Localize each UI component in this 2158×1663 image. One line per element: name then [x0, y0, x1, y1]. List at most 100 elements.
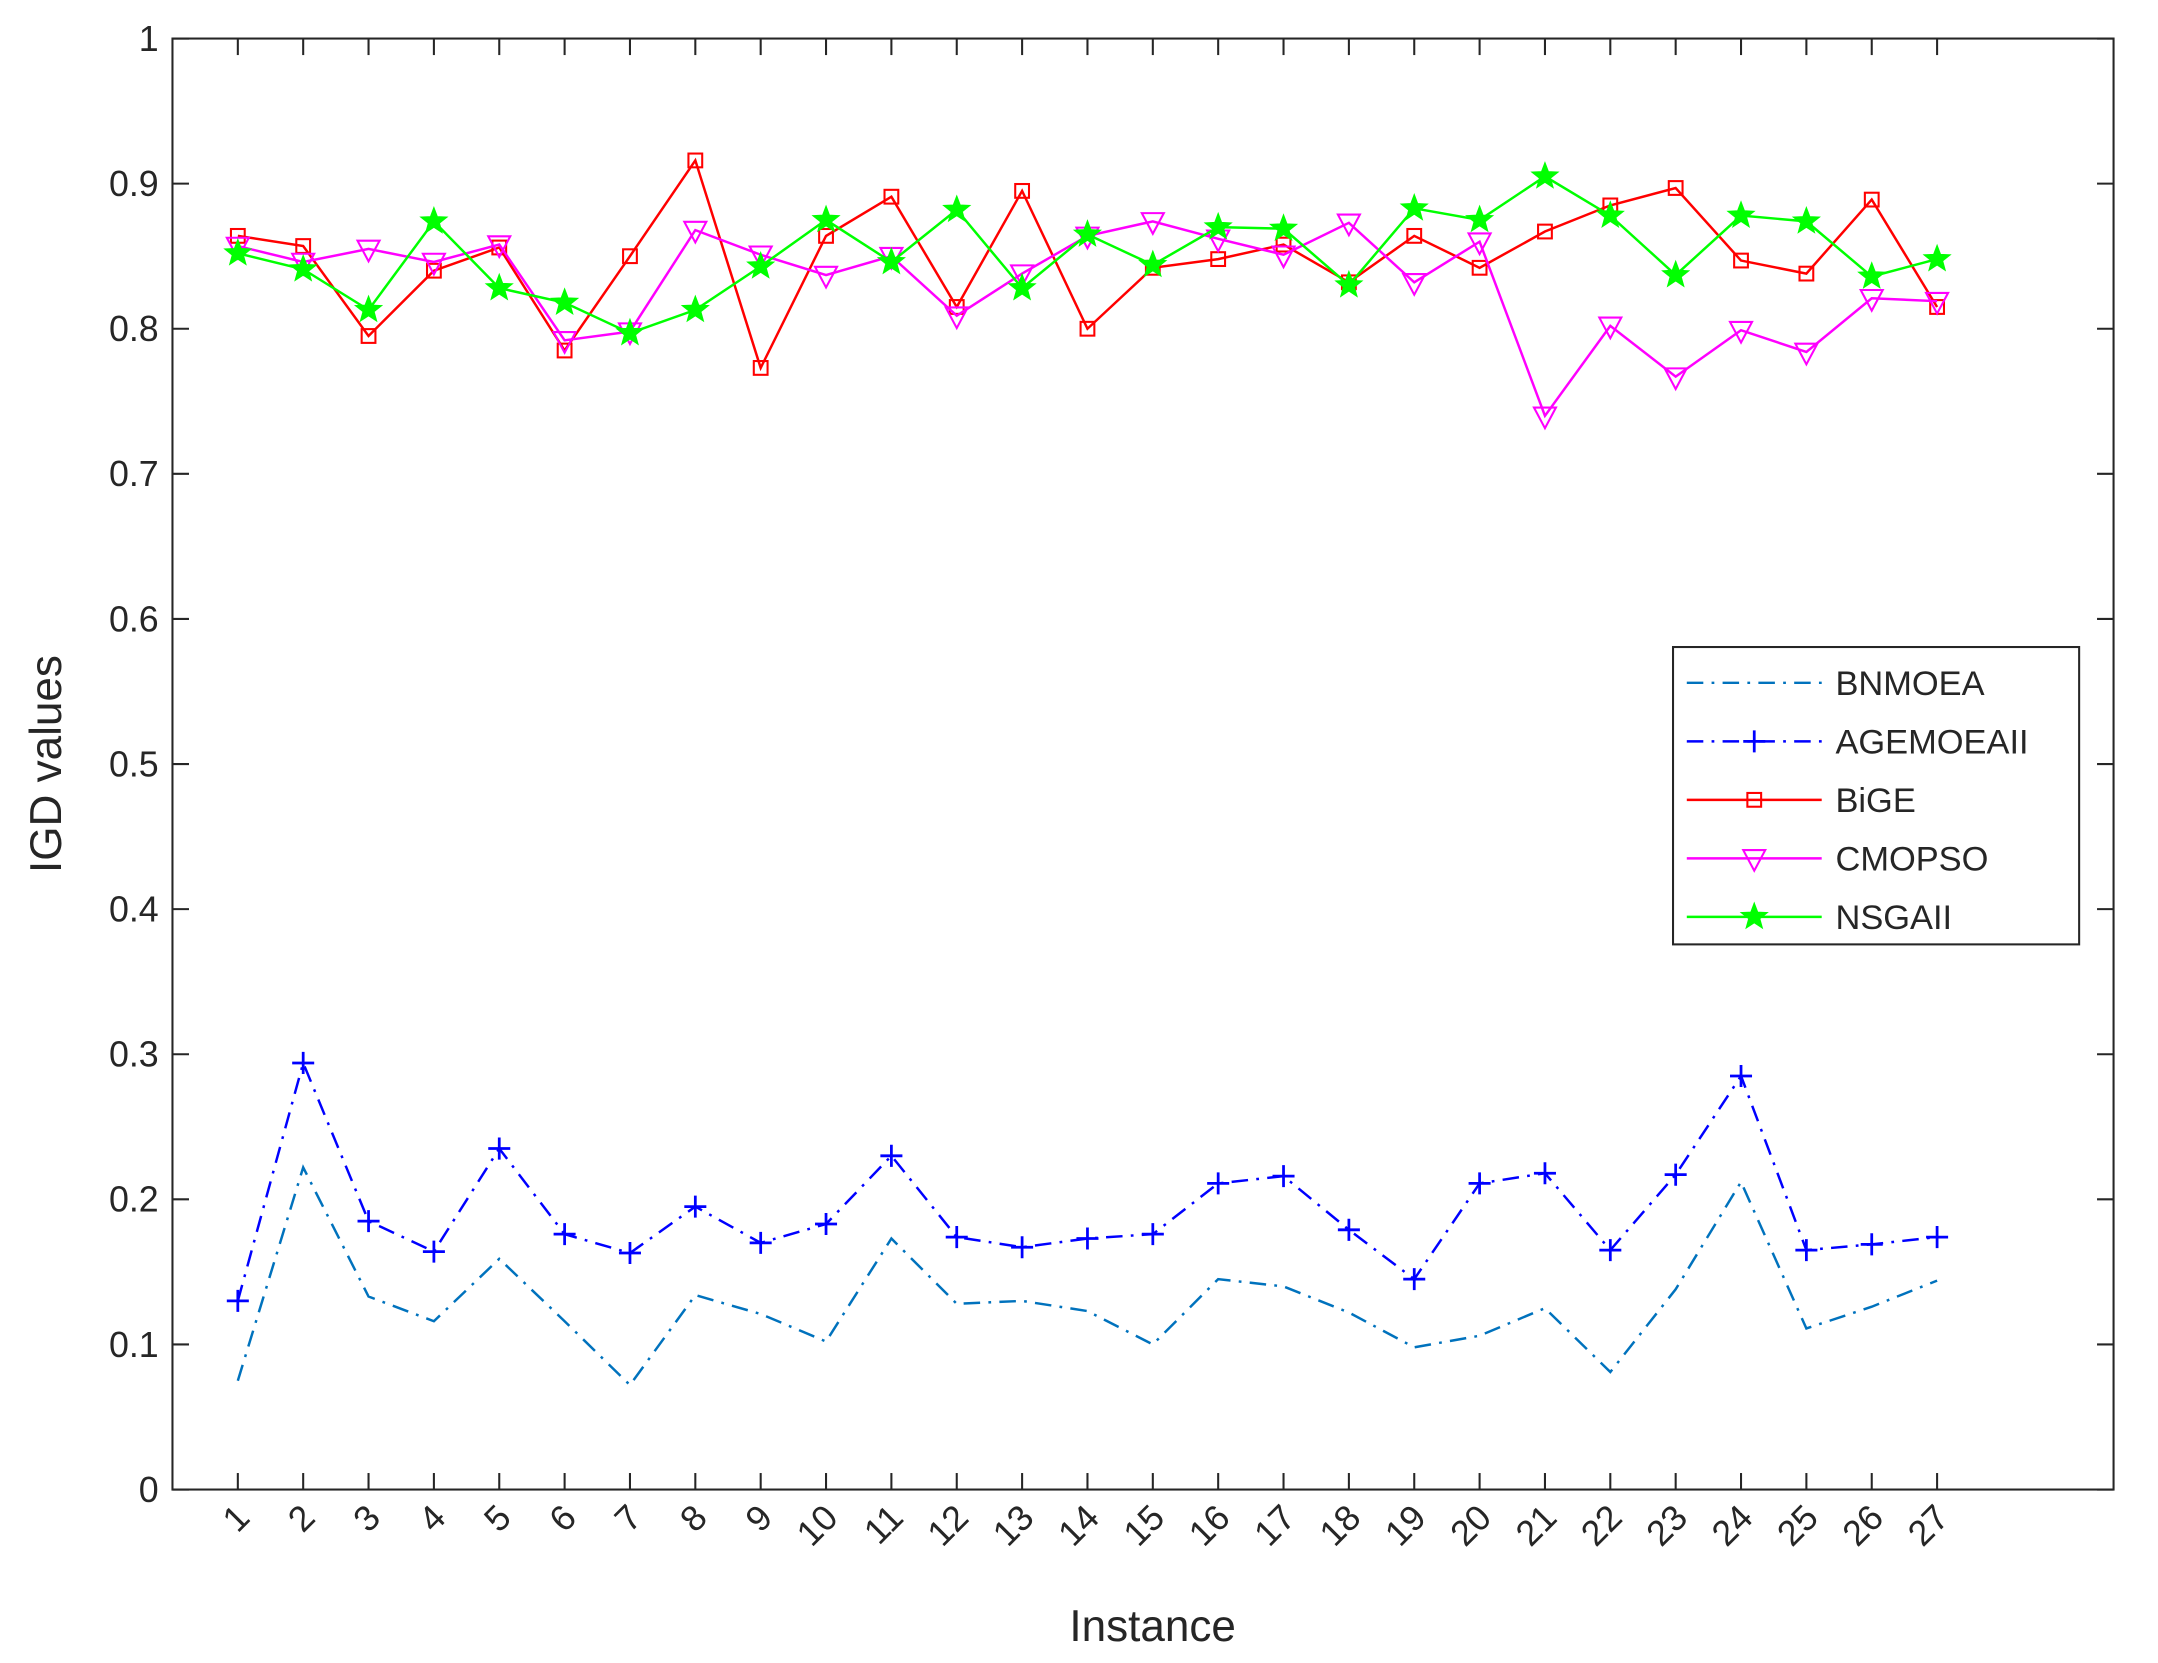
marker	[746, 251, 776, 279]
marker	[1406, 227, 1423, 244]
marker	[942, 194, 972, 223]
marker	[1924, 291, 1950, 316]
marker	[1011, 1236, 1034, 1259]
y-tick-label: 0.3	[109, 1035, 159, 1075]
marker	[1597, 316, 1624, 341]
marker	[1072, 219, 1103, 247]
marker	[1595, 200, 1625, 228]
marker	[1661, 259, 1691, 288]
marker	[1533, 1162, 1556, 1185]
marker	[1334, 269, 1364, 298]
x-axis-label: Instance	[1069, 1602, 1236, 1651]
marker	[1746, 791, 1763, 808]
marker	[1537, 223, 1553, 240]
marker	[1793, 342, 1820, 367]
marker	[1599, 1239, 1622, 1262]
marker	[682, 220, 709, 245]
marker	[1401, 273, 1427, 297]
marker	[680, 294, 710, 323]
marker	[1268, 213, 1299, 242]
y-axis-label: IGD values	[22, 655, 71, 873]
marker	[1399, 192, 1429, 221]
marker	[357, 1210, 380, 1233]
marker	[360, 328, 377, 344]
legend-label: BNMOEA	[1835, 665, 1984, 703]
legend-label: NSGAII	[1835, 899, 1952, 937]
marker	[815, 1212, 838, 1236]
marker	[1733, 252, 1749, 269]
marker	[1337, 1218, 1360, 1241]
marker	[550, 287, 580, 316]
marker	[1739, 901, 1769, 930]
marker	[945, 1226, 968, 1249]
marker	[488, 1137, 511, 1160]
marker	[618, 1242, 641, 1265]
marker	[813, 265, 839, 290]
marker	[425, 262, 442, 279]
y-tick-label: 0.9	[109, 164, 159, 204]
marker	[1857, 261, 1887, 289]
marker	[223, 237, 253, 266]
marker	[1922, 243, 1952, 272]
marker	[290, 252, 316, 277]
marker	[818, 227, 834, 244]
y-tick-label: 0.7	[109, 454, 159, 494]
legend-label: AGEMOEAII	[1835, 724, 2028, 762]
marker	[944, 306, 970, 331]
marker	[556, 342, 573, 359]
marker	[1336, 213, 1362, 238]
series-line	[236, 1164, 1938, 1387]
y-tick-label: 0.1	[109, 1325, 159, 1365]
y-tick-label: 0.2	[109, 1180, 159, 1220]
marker	[1798, 265, 1815, 282]
marker	[1138, 249, 1168, 278]
marker	[422, 1240, 445, 1263]
marker	[1726, 200, 1756, 228]
marker	[226, 1289, 249, 1312]
marker	[1140, 212, 1166, 236]
marker	[1791, 206, 1821, 234]
marker	[1664, 1163, 1687, 1186]
marker	[615, 317, 645, 346]
marker	[749, 1231, 772, 1254]
marker	[1741, 849, 1767, 873]
marker	[752, 360, 769, 376]
marker	[1926, 1226, 1949, 1249]
marker	[1728, 320, 1754, 345]
marker	[419, 206, 449, 234]
marker	[1275, 236, 1292, 253]
marker	[353, 294, 384, 323]
marker	[1858, 288, 1885, 313]
marker	[1860, 1233, 1883, 1256]
legend-label: CMOPSO	[1835, 841, 1988, 879]
marker	[1468, 1172, 1491, 1195]
marker	[1007, 272, 1037, 301]
marker	[883, 188, 900, 205]
marker	[684, 1195, 707, 1218]
marker	[1466, 232, 1493, 257]
marker	[1667, 180, 1684, 196]
y-tick-label: 0.8	[109, 309, 159, 349]
marker	[225, 236, 251, 261]
marker	[1465, 204, 1495, 233]
marker	[1076, 1227, 1099, 1250]
marker	[622, 248, 638, 265]
y-tick-label: 0	[139, 1470, 159, 1510]
marker	[747, 245, 774, 270]
marker	[288, 253, 318, 282]
marker	[1863, 191, 1880, 208]
marker	[876, 246, 906, 275]
marker	[1272, 1165, 1295, 1188]
marker	[1795, 1239, 1818, 1262]
y-tick-label: 0.4	[109, 890, 159, 930]
marker	[1079, 320, 1096, 337]
marker	[1014, 182, 1031, 199]
marker	[1662, 367, 1689, 392]
marker	[421, 252, 447, 277]
marker	[553, 1223, 576, 1246]
marker	[486, 235, 512, 260]
y-tick-label: 0.5	[109, 744, 159, 784]
marker	[1403, 1268, 1426, 1291]
y-tick-label: 1	[139, 19, 159, 59]
